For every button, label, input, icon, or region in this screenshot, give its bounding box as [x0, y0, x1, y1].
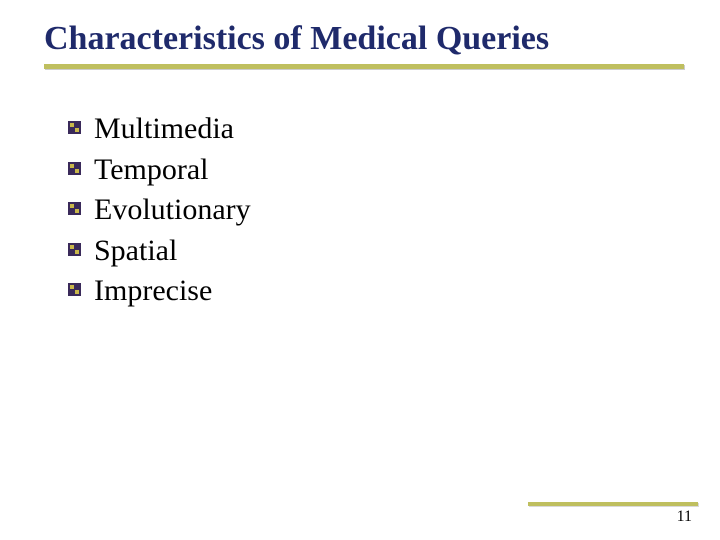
footer-underline	[528, 502, 698, 506]
list-item: Spatial	[68, 231, 680, 272]
page-number: 11	[677, 508, 692, 526]
slide: Characteristics of Medical Queries Multi…	[0, 0, 720, 540]
bullet-text: Imprecise	[94, 274, 212, 307]
bullet-text: Multimedia	[94, 112, 234, 145]
bullet-icon	[68, 121, 81, 134]
list-item: Multimedia	[68, 109, 680, 150]
list-item: Imprecise	[68, 271, 680, 312]
slide-title: Characteristics of Medical Queries	[44, 20, 680, 58]
bullet-text: Temporal	[94, 153, 209, 186]
list-item: Temporal	[68, 150, 680, 191]
list-item: Evolutionary	[68, 190, 680, 231]
bullet-icon	[68, 283, 81, 296]
title-underline	[44, 64, 684, 69]
bullet-icon	[68, 162, 81, 175]
bullet-text: Evolutionary	[94, 193, 251, 226]
bullet-icon	[68, 202, 81, 215]
bullet-icon	[68, 243, 81, 256]
bullet-text: Spatial	[94, 234, 177, 267]
bullet-list: Multimedia Temporal Evolutionary	[68, 109, 680, 312]
